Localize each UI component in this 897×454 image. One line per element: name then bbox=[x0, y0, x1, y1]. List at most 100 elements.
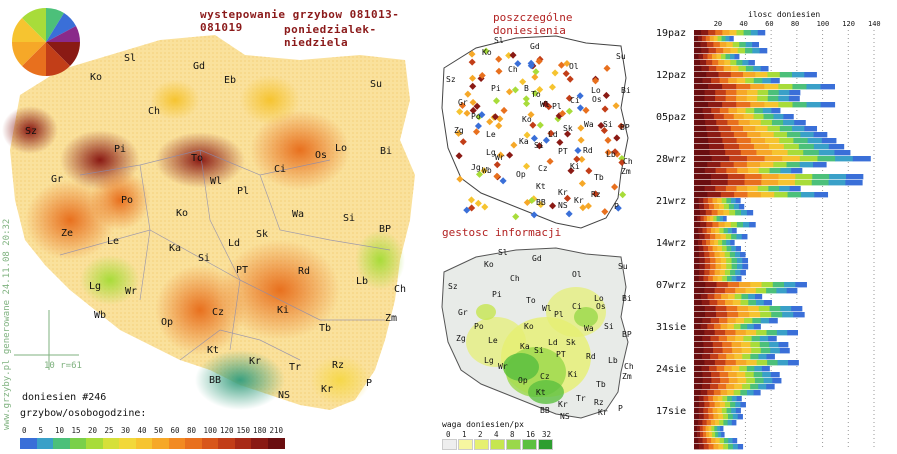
bar-segment bbox=[694, 396, 700, 402]
bar-segment bbox=[698, 246, 704, 252]
city-label: Sk bbox=[256, 229, 269, 240]
bar-segment bbox=[701, 300, 710, 306]
bar-segment bbox=[713, 36, 719, 42]
bar-segment bbox=[725, 330, 736, 336]
week-label: 12paz bbox=[656, 70, 687, 81]
density-legend-tick: 2 bbox=[478, 430, 483, 439]
bar-segment bbox=[739, 366, 748, 372]
report-dot bbox=[578, 155, 586, 163]
city-label: Ci bbox=[570, 96, 580, 105]
bar-segment bbox=[720, 192, 735, 198]
bar-segment bbox=[723, 420, 729, 426]
bar-segment bbox=[702, 426, 707, 432]
bar-segment bbox=[784, 282, 796, 288]
bar-segment bbox=[697, 216, 701, 222]
city-label: P bbox=[614, 202, 619, 211]
bar-segment bbox=[727, 396, 733, 402]
city-label: Wl bbox=[210, 176, 223, 187]
bar-segment bbox=[736, 258, 743, 264]
bar-segment bbox=[704, 270, 710, 276]
bar-segment bbox=[735, 360, 747, 366]
bar-segment bbox=[698, 240, 703, 246]
bar-segment bbox=[756, 330, 767, 336]
bar-segment bbox=[730, 240, 735, 246]
bar-segment bbox=[707, 54, 713, 60]
bar-segment bbox=[754, 378, 765, 384]
bar-segment bbox=[704, 252, 710, 258]
bar-segment bbox=[699, 210, 707, 216]
bar-segment bbox=[729, 36, 734, 42]
city-label: Kr bbox=[558, 400, 568, 409]
report-count: doniesien #246 bbox=[22, 392, 107, 403]
bar-segment bbox=[715, 48, 724, 54]
bar-segment bbox=[747, 186, 759, 192]
city-label: Wb bbox=[94, 310, 107, 321]
city-label: PT bbox=[558, 147, 568, 156]
bar-segment bbox=[718, 240, 723, 246]
bar-segment bbox=[731, 246, 737, 252]
bar-segment bbox=[742, 258, 749, 264]
bar-segment bbox=[704, 264, 711, 270]
density-legend-tick: 8 bbox=[510, 430, 515, 439]
legend-swatch bbox=[201, 438, 219, 449]
bar-segment bbox=[741, 234, 748, 240]
legend-tick: 60 bbox=[170, 426, 180, 435]
city-label: Bi bbox=[380, 146, 393, 157]
report-dot bbox=[510, 141, 518, 149]
bar-segment bbox=[786, 162, 801, 168]
bar-segment bbox=[743, 336, 753, 342]
bar-segment bbox=[776, 330, 788, 336]
bar-segment bbox=[698, 414, 705, 420]
bar-segment bbox=[702, 240, 707, 246]
bar-segment bbox=[733, 114, 745, 120]
dots-map: poszczególne doniesienia Sl Gd Ko Su Sz … bbox=[436, 0, 641, 240]
bar-segment bbox=[694, 330, 705, 336]
bar-segment bbox=[755, 72, 768, 78]
bar-segment bbox=[793, 138, 809, 144]
city-label: Wb bbox=[482, 166, 492, 175]
city-label: Ko bbox=[90, 72, 103, 83]
report-dot bbox=[612, 102, 620, 110]
report-dot bbox=[591, 77, 600, 85]
city-label: Pi bbox=[491, 84, 501, 93]
bar-segment bbox=[714, 270, 721, 276]
bar-segment bbox=[767, 360, 778, 366]
report-dot bbox=[527, 59, 535, 67]
bar-segment bbox=[694, 300, 703, 306]
density-legend-swatch bbox=[458, 439, 473, 450]
bar-segment bbox=[750, 102, 765, 108]
bar-segment bbox=[760, 318, 770, 324]
bar-segment bbox=[744, 318, 753, 324]
bar-segment bbox=[704, 258, 711, 264]
bar-segment bbox=[699, 270, 705, 276]
bar-segment bbox=[716, 216, 721, 222]
city-label: Gd bbox=[193, 61, 206, 72]
bar-segment bbox=[710, 420, 716, 426]
bar-segment bbox=[747, 168, 760, 174]
city-label: Ol bbox=[572, 270, 582, 279]
city-label: Rz bbox=[332, 360, 345, 371]
bar-segment bbox=[772, 150, 789, 156]
bar-segment bbox=[734, 294, 742, 300]
bar-segment bbox=[717, 198, 723, 204]
city-label: Ol bbox=[569, 62, 579, 71]
report-dot bbox=[611, 148, 619, 156]
bar-segment bbox=[845, 180, 863, 186]
bar-segment bbox=[731, 66, 739, 72]
bar-segment bbox=[782, 312, 794, 318]
density-legend-swatch bbox=[474, 439, 489, 450]
bar-segment bbox=[698, 54, 704, 60]
bar-segment bbox=[734, 54, 740, 60]
bar-segment bbox=[756, 150, 773, 156]
city-label: Zm bbox=[385, 313, 398, 324]
report-dot bbox=[530, 211, 538, 219]
bar-segment bbox=[763, 114, 774, 120]
report-dot bbox=[500, 106, 508, 114]
bar-segment bbox=[736, 102, 751, 108]
city-label: Sz bbox=[25, 126, 38, 137]
bar-segment bbox=[731, 420, 737, 426]
legend-tick: 20 bbox=[88, 426, 98, 435]
bar-segment bbox=[737, 264, 743, 270]
bar-segment bbox=[742, 264, 749, 270]
city-label: Lg bbox=[484, 356, 494, 365]
